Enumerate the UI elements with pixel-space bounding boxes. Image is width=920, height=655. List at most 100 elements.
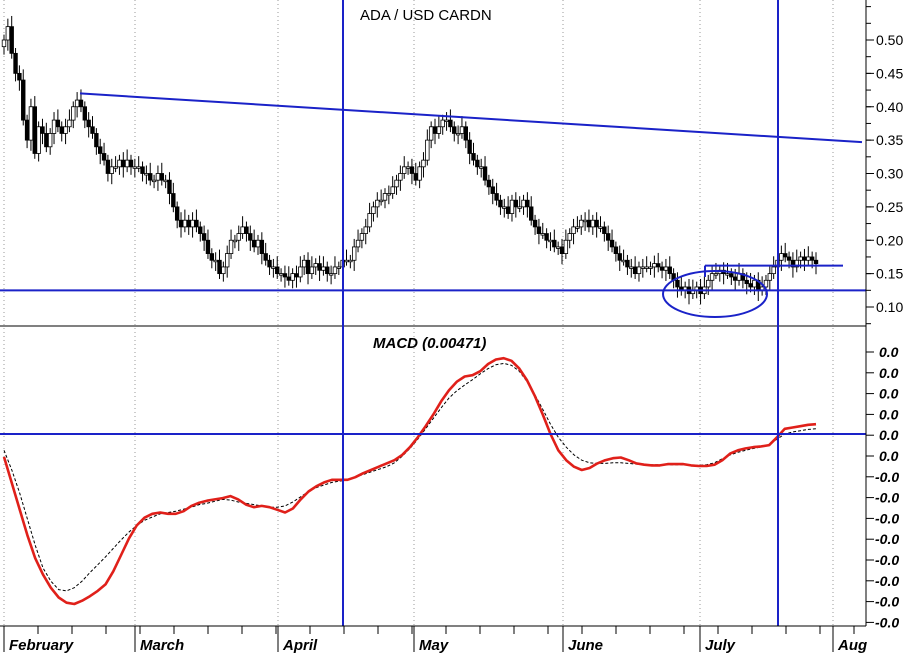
candle-body: [328, 273, 334, 276]
candle-body: [629, 266, 634, 269]
candle-body: [1, 39, 7, 48]
candle-body: [617, 253, 622, 261]
candle-body: [286, 276, 291, 281]
candle-body: [505, 206, 511, 214]
candle-body: [579, 219, 584, 228]
month-label-march: March: [140, 637, 184, 654]
candle-body: [390, 186, 395, 194]
macd-tick-label: -0.0: [875, 510, 899, 526]
candle-body: [482, 166, 488, 181]
candle-body: [128, 159, 134, 168]
candle-body: [59, 126, 64, 134]
candle-body: [521, 199, 526, 208]
candle-body: [217, 259, 222, 275]
candle-body: [763, 279, 769, 288]
candle-body: [402, 166, 407, 174]
candle-body: [117, 159, 122, 168]
macd-panel: MACD (0.00471) 0.0 0.0 0.0 0.0 0.0 0.0 -0.0 -0.…: [0, 335, 899, 630]
candle-body: [536, 226, 542, 234]
candle-body: [359, 233, 365, 241]
candle-body: [325, 266, 330, 275]
candle-body: [278, 273, 284, 276]
candle-body: [121, 159, 126, 168]
candle-body: [44, 133, 49, 148]
candle-body: [148, 173, 153, 181]
macd-tick-label: -0.0: [875, 531, 899, 547]
candle-body: [40, 126, 45, 134]
candle-body: [440, 119, 445, 128]
candle-body: [213, 259, 218, 263]
candle-body: [348, 259, 353, 263]
candle-body: [244, 226, 249, 234]
candle-body: [463, 126, 469, 141]
candle-body: [809, 256, 815, 261]
candle-body: [548, 239, 553, 243]
candle-body: [540, 233, 545, 236]
candle-body: [301, 259, 307, 268]
macd-tick-label: 0.0: [879, 344, 899, 360]
candle-body: [729, 273, 734, 278]
macd-tick-label: -0.0: [875, 614, 899, 630]
candle-body: [786, 256, 792, 261]
candle-body: [171, 193, 176, 208]
price-tick-label: 0.50: [876, 32, 903, 48]
candlesticks: [1, 15, 819, 305]
candle-body: [124, 159, 130, 168]
candle-body: [86, 119, 91, 128]
candle-body: [363, 226, 368, 234]
candle-body: [555, 246, 561, 249]
candle-body: [263, 253, 268, 261]
candle-body: [336, 266, 342, 269]
macd-line: [2, 356, 817, 606]
candle-body: [94, 133, 99, 148]
candle-body: [198, 226, 203, 234]
macd-tick-label: 0.0: [879, 427, 899, 443]
candle-body: [783, 253, 788, 258]
bottom-ellipse: [662, 270, 768, 318]
price-tick-label: 0.20: [876, 232, 903, 248]
candle-body: [105, 159, 111, 174]
candle-body: [113, 166, 118, 169]
candle-body: [806, 256, 811, 261]
price-tick-label: 0.40: [876, 99, 903, 115]
candle-body: [748, 283, 753, 288]
candle-body: [136, 166, 141, 169]
candle-body: [248, 233, 253, 241]
candle-body: [498, 199, 503, 208]
candle-body: [298, 266, 303, 278]
candle-body: [163, 179, 168, 183]
candle-body: [232, 239, 238, 243]
candle-body: [494, 193, 499, 201]
month-label-july: July: [705, 637, 736, 654]
price-tick-label: 0.30: [876, 166, 903, 182]
macd-lines: [0, 356, 866, 606]
candle-body: [432, 126, 438, 134]
candle-body: [55, 119, 61, 128]
month-label-june: June: [568, 637, 603, 654]
macd-tick-label: -0.0: [875, 490, 899, 506]
candle-body: [155, 173, 161, 181]
candle-body: [178, 219, 184, 228]
candle-body: [709, 273, 715, 281]
candle-body: [74, 99, 80, 108]
candle-body: [621, 259, 626, 263]
candle-body: [525, 199, 530, 208]
price-chart-title: ADA / USD CARDN: [360, 7, 492, 24]
candle-body: [367, 213, 372, 228]
candle-body: [251, 239, 257, 248]
candle-body: [275, 266, 280, 275]
price-panel: ADA / USD CARDN 0.50 0.45 0.40 0.35 0.30 0.25…: [0, 6, 903, 325]
price-trendlines: [0, 92, 866, 318]
candle-body: [478, 166, 484, 169]
candle-body: [563, 239, 569, 254]
candle-body: [21, 79, 26, 121]
candle-body: [632, 266, 638, 275]
candle-body: [421, 159, 426, 168]
candle-body: [382, 193, 388, 201]
candle-body: [428, 126, 434, 141]
candle-body: [151, 179, 157, 183]
candle-body: [167, 179, 172, 194]
candle-body: [656, 263, 661, 268]
candle-body: [140, 166, 145, 174]
